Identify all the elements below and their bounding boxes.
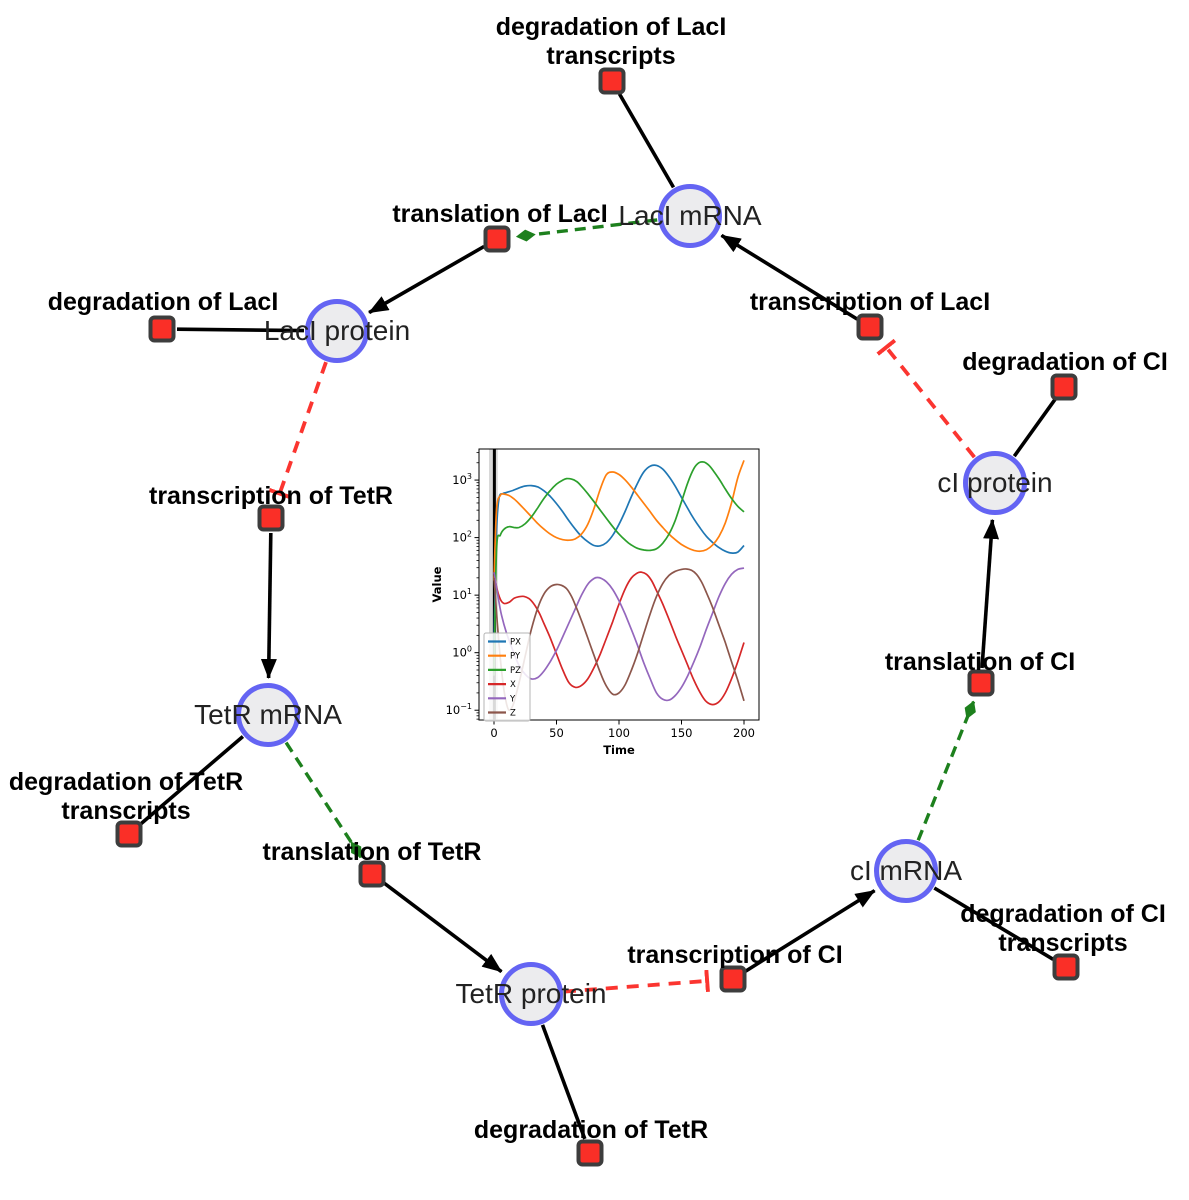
edge-transcription-laci-to-laci-mrna — [720, 233, 859, 321]
y-tick-label: 101 — [452, 587, 472, 602]
edge-translation-tetr-to-tetr-protein — [382, 881, 503, 974]
species-label-ci-protein: cI protein — [937, 467, 1053, 498]
reaction-label-transcription-ci: transcription of CI — [627, 941, 843, 969]
reaction-label-translation-ci: translation of CI — [884, 648, 1076, 676]
x-tick-label: 150 — [671, 726, 693, 740]
edge-tetr-protein-to-transcription-ci — [563, 969, 710, 994]
x-tick-label: 0 — [490, 726, 497, 740]
species-label-ci-mrna: cI mRNA — [850, 855, 962, 886]
reaction-node-translation-ci[interactable] — [967, 669, 995, 697]
reaction-node-deg-tetr-transcripts[interactable] — [115, 820, 143, 848]
reaction-label-deg-ci: degradation of CI — [962, 348, 1168, 376]
species-label-laci-protein: LacI protein — [263, 315, 411, 346]
reaction-node-deg-laci[interactable] — [148, 315, 176, 343]
reaction-label-transcription-laci: transcription of LacI — [749, 288, 991, 316]
edge-laci-mrna-to-translation-laci — [515, 218, 658, 242]
reaction-node-deg-ci-transcripts[interactable] — [1052, 953, 1080, 981]
edge-tetr-mrna-to-deg-tetr-transcripts — [139, 735, 245, 826]
legend-box — [483, 632, 531, 722]
x-tick-label: 50 — [549, 726, 564, 740]
legend-label-Y: Y — [509, 694, 516, 704]
reaction-label-transcription-tetr: transcription of TetR — [149, 482, 393, 510]
series-line-PX — [493, 464, 745, 643]
edge-laci-mrna-to-deg-laci-transcripts — [617, 93, 676, 189]
edge-tetr-protein-to-deg-tetr — [540, 1024, 587, 1140]
edge-tetr-mrna-to-translation-tetr — [284, 741, 363, 859]
series-line-PY — [493, 460, 745, 581]
series-line-PZ — [493, 461, 745, 676]
x-tick-label: 200 — [733, 726, 755, 740]
y-tick-label: 102 — [452, 530, 472, 545]
species-node-laci-protein[interactable] — [305, 299, 369, 363]
edge-transcription-ci-to-ci-mrna — [744, 889, 876, 973]
species-node-tetr-mrna[interactable] — [236, 683, 300, 747]
edge-transcription-tetr-to-tetr-mrna — [260, 532, 277, 679]
edge-ci-protein-to-transcription-laci — [876, 338, 976, 459]
reaction-label-deg-laci-transcripts: degradation of LacI transcripts — [495, 13, 727, 70]
reaction-label-translation-laci: translation of LacI — [392, 200, 608, 228]
reaction-label-deg-laci: degradation of LacI — [47, 288, 279, 316]
reaction-label-deg-tetr: degradation of TetR — [473, 1116, 709, 1144]
edge-ci-protein-to-deg-ci — [1012, 398, 1057, 458]
edge-translation-ci-to-ci-protein — [980, 518, 1000, 669]
chart-curves — [493, 460, 745, 712]
reaction-node-transcription-laci[interactable] — [856, 313, 884, 341]
legend-label-Z: Z — [510, 709, 516, 719]
species-node-ci-mrna[interactable] — [874, 839, 938, 903]
chart-legend: PX PY PZ XYZ — [483, 632, 531, 722]
series-line-Y — [493, 567, 745, 702]
series-line-X — [493, 571, 745, 706]
simulation-chart: 0 50 100 150 20010−1100101102103TimeValuePXP… — [430, 448, 760, 757]
reaction-node-deg-laci-transcripts[interactable] — [598, 67, 626, 95]
species-label-tetr-protein: TetR protein — [455, 978, 607, 1009]
y-tick-label: 103 — [452, 472, 472, 487]
species-node-tetr-protein[interactable] — [499, 962, 563, 1026]
y-tick-label: 100 — [452, 645, 472, 660]
chart-y-axis-label: Value — [430, 566, 444, 602]
y-tick-label: 10−1 — [446, 702, 472, 717]
edge-ci-mrna-to-deg-ci-transcripts — [933, 886, 1055, 961]
series-line-Z — [493, 568, 745, 712]
chart-x-axis-label: Time — [603, 743, 635, 757]
x-tick-label: 100 — [608, 726, 630, 740]
edge-laci-protein-to-deg-laci — [176, 327, 305, 333]
legend-label-PZ: PZ — [510, 666, 521, 676]
edge-ci-mrna-to-translation-ci — [916, 700, 976, 841]
reaction-label-translation-tetr: translation of TetR — [262, 838, 482, 866]
reaction-node-transcription-tetr[interactable] — [257, 504, 285, 532]
legend-label-X: X — [510, 680, 516, 690]
species-node-ci-protein[interactable] — [963, 451, 1027, 515]
edge-translation-laci-to-laci-protein — [368, 244, 485, 315]
legend-label-PX: PX — [510, 638, 521, 648]
reaction-node-translation-laci[interactable] — [483, 225, 511, 253]
reaction-node-transcription-ci[interactable] — [719, 965, 747, 993]
reaction-node-deg-ci[interactable] — [1050, 373, 1078, 401]
species-label-laci-mrna: LacI mRNA — [618, 200, 762, 231]
reaction-label-deg-tetr-transcripts: degradation of TetR transcripts — [8, 768, 244, 825]
reaction-node-deg-tetr[interactable] — [576, 1139, 604, 1167]
edge-laci-protein-to-transcription-tetr — [268, 361, 328, 500]
legend-label-PY: PY — [510, 652, 521, 662]
reaction-label-deg-ci-transcripts: degradation of CI transcripts — [960, 900, 1166, 957]
species-node-laci-mrna[interactable] — [658, 184, 722, 248]
species-label-tetr-mrna: TetR mRNA — [194, 699, 342, 730]
reaction-node-translation-tetr[interactable] — [358, 860, 386, 888]
